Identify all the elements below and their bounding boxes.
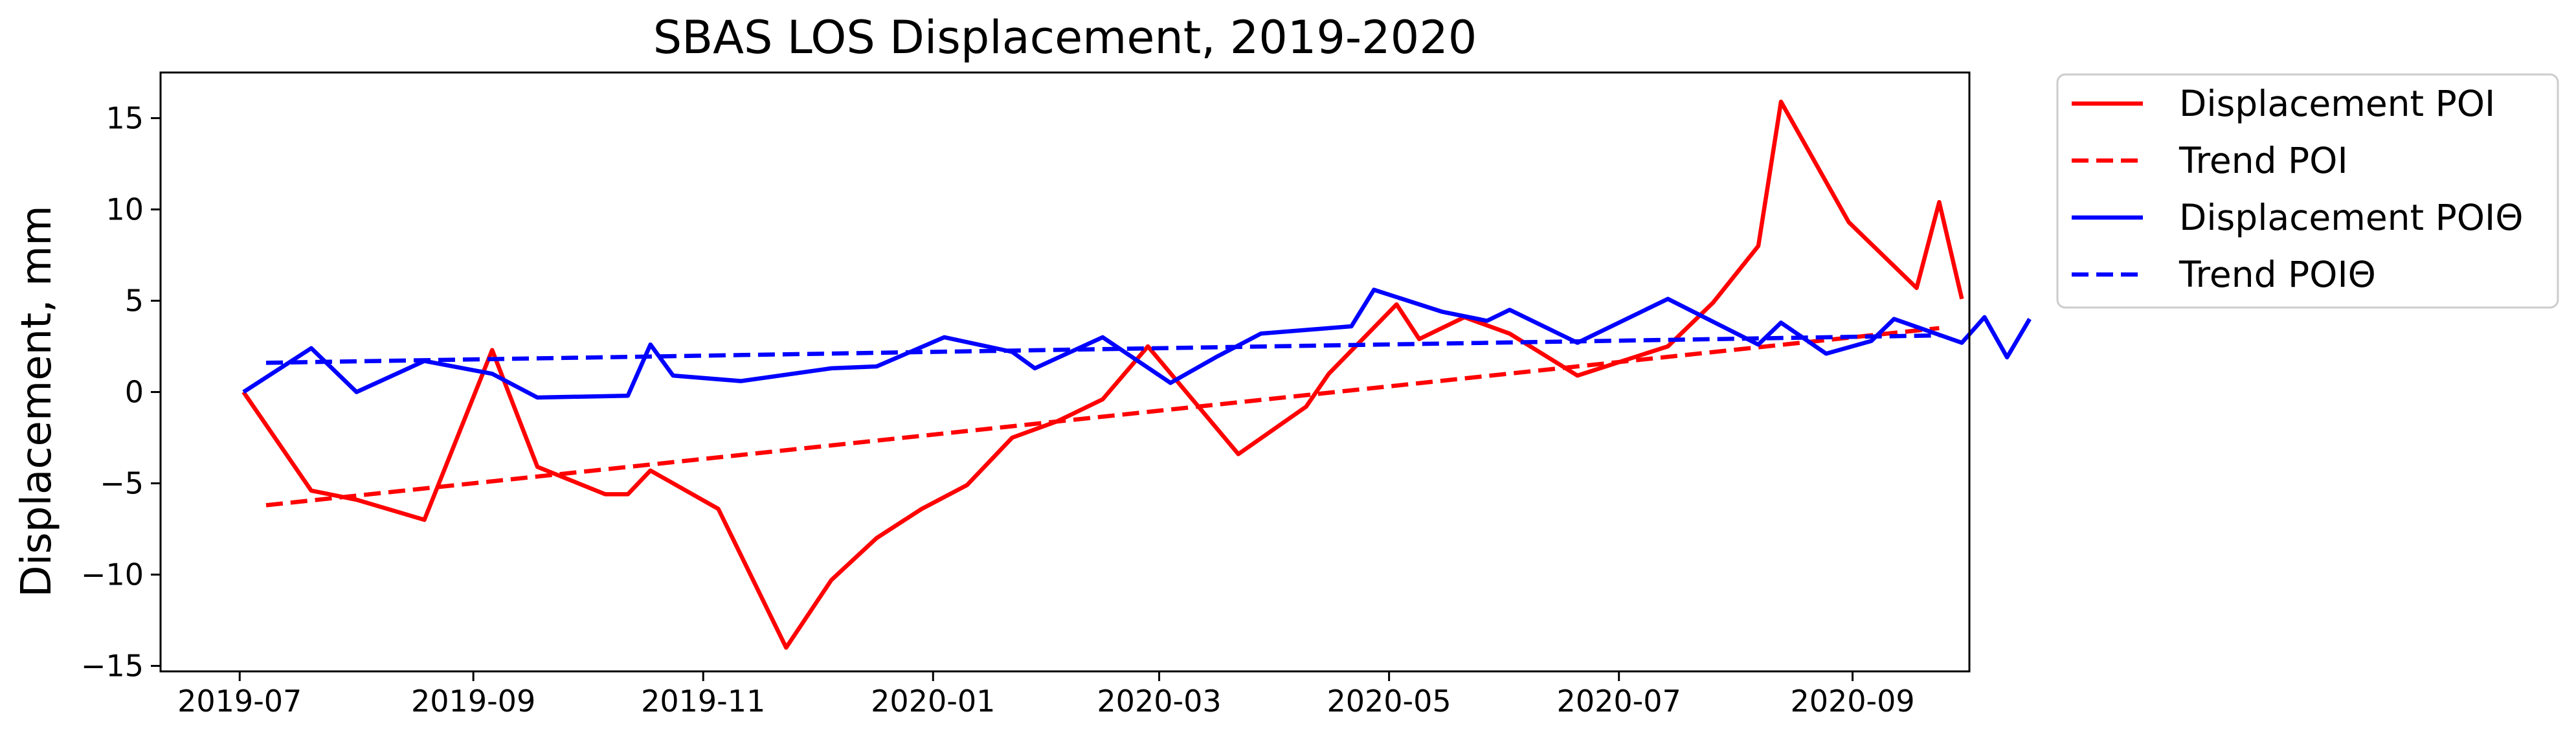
x-tick-label: 2020-05 — [1327, 684, 1451, 719]
legend: Displacement POI Trend POI Displacement PO… — [2056, 73, 2559, 309]
y-axis-label: Displacement, mm — [13, 205, 61, 597]
axis-ticks: 2019-07 2019-09 2019-11 2020-01 2020-03 2020-… — [81, 101, 1915, 719]
y-tick-label: 0 — [125, 375, 144, 410]
series-line-displacement-poi — [241, 99, 1964, 650]
y-tick-label: −5 — [100, 466, 144, 501]
chart-title: SBAS LOS Displacement, 2019-2020 — [653, 11, 1477, 64]
legend-frame — [2056, 73, 2559, 309]
x-tick-label: 2019-09 — [411, 684, 535, 719]
y-tick-label: 15 — [106, 101, 144, 136]
plot-area-frame — [159, 71, 1971, 673]
legend-label: Displacement POIΘ — [2179, 197, 2524, 238]
x-tick-label: 2020-07 — [1557, 684, 1681, 719]
legend-label: Displacement POI — [2179, 83, 2495, 124]
x-tick-label: 2020-01 — [871, 684, 995, 719]
x-tick-label: 2019-07 — [177, 684, 302, 719]
legend-label: Trend POI — [2178, 140, 2348, 181]
x-tick-label: 2019-11 — [641, 684, 765, 719]
y-tick-label: −15 — [81, 649, 144, 684]
series-line-displacement-poi — [242, 287, 2032, 400]
series-line-trend-poi — [265, 333, 1940, 365]
series-layer — [241, 99, 2032, 650]
y-tick-label: −10 — [81, 557, 144, 592]
legend-label: Trend POIΘ — [2178, 254, 2376, 295]
y-tick-label: 5 — [125, 284, 144, 319]
series-line-trend-poi — [265, 326, 1940, 508]
x-tick-label: 2020-03 — [1097, 684, 1221, 719]
y-tick-label: 10 — [106, 192, 144, 227]
x-tick-label: 2020-09 — [1790, 684, 1914, 719]
